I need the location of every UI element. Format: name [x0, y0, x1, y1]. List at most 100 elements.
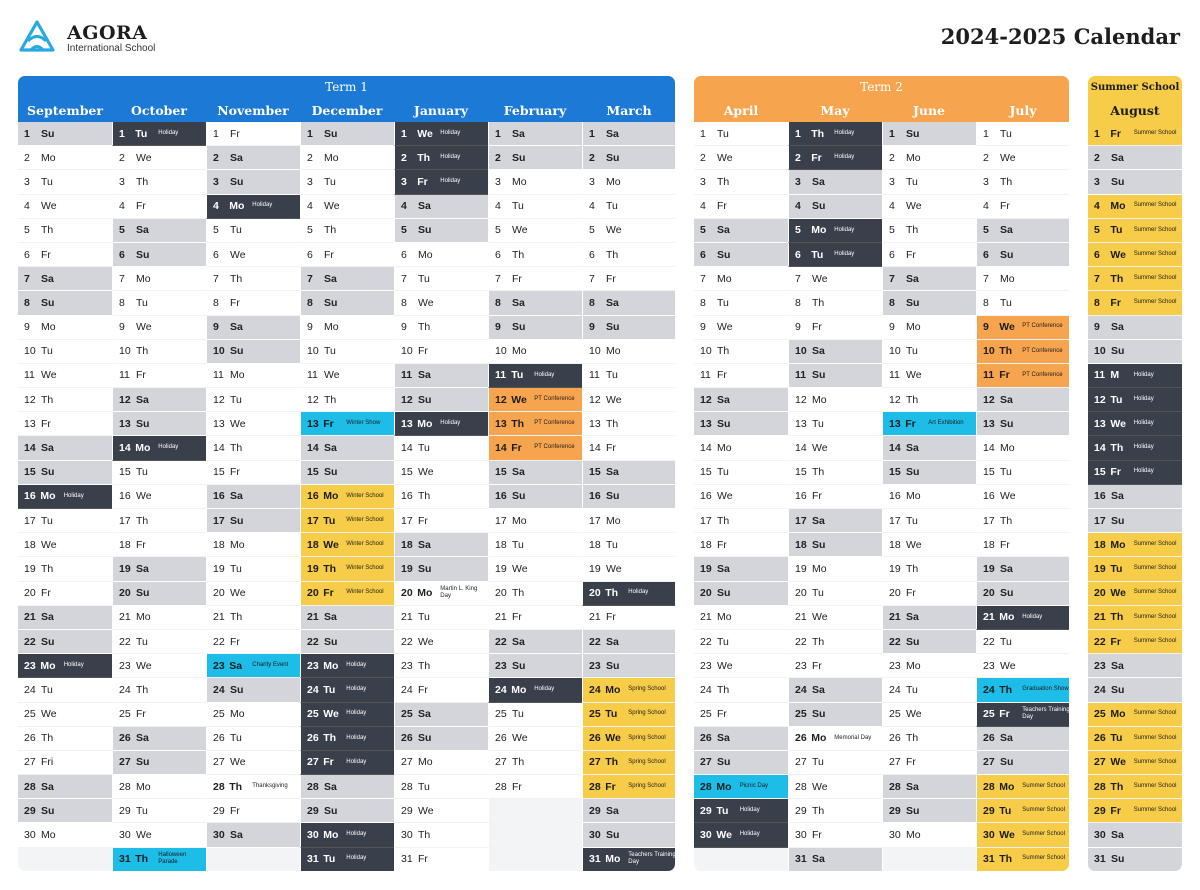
day-note: Summer School — [1133, 782, 1177, 789]
day-of-week: Mo — [324, 151, 339, 164]
day-number: 17 — [1094, 514, 1106, 527]
day-cell: 15 Tu — [112, 460, 206, 485]
day-cell: 11 M Holiday — [1088, 363, 1182, 389]
day-note: Summer School — [1133, 710, 1177, 717]
day-number: 17 — [307, 514, 319, 527]
day-number: 20 — [213, 587, 225, 600]
day-cell: 16 We — [694, 484, 788, 509]
day-number: 11 — [983, 369, 995, 382]
day-number: 29 — [889, 804, 901, 817]
day-number: 22 — [983, 635, 995, 648]
day-of-week: Mo — [135, 442, 151, 455]
day-of-week: Sa — [1000, 732, 1013, 745]
day-of-week: Mo — [1110, 200, 1126, 213]
day-number: 1 — [1094, 127, 1100, 140]
day-of-week: Mo — [605, 853, 621, 866]
day-cell: 24 Th Graduation Show — [976, 678, 1069, 703]
day-of-week: Mo — [230, 369, 245, 382]
day-note: PT Conference — [1022, 323, 1063, 330]
day-cell: 4 Tu — [488, 194, 582, 219]
day-number: 19 — [589, 562, 601, 575]
day-of-week: Tu — [136, 804, 148, 817]
day-cell: 4 Fr — [112, 194, 206, 219]
day-of-week: We — [717, 490, 733, 503]
day-of-week: Th — [605, 587, 619, 600]
day-number: 12 — [889, 393, 901, 406]
day-number: 1 — [119, 127, 125, 140]
day-of-week: Fr — [230, 804, 240, 817]
day-number: 5 — [589, 224, 595, 237]
day-cell: 13 Su — [976, 412, 1069, 437]
day-of-week: We — [1000, 659, 1016, 672]
day-cell: 18 Su — [788, 533, 882, 558]
day-number: 3 — [889, 175, 895, 188]
day-number: 22 — [119, 635, 131, 648]
day-number: 4 — [495, 200, 501, 213]
month-column-june: June 1 Su 2 Mo 3 Tu 4 We 5 Th 6 Fr 7 Sa 8 Su 9 Mo 10 Tu 11 We 1… — [882, 99, 976, 871]
day-cell: 8 Fr Summer School — [1088, 291, 1182, 316]
day-of-week: Mo — [41, 829, 56, 842]
day-note: Summer School — [1022, 855, 1065, 862]
day-cell: 27 Su — [976, 750, 1069, 776]
day-number: 4 — [119, 200, 125, 213]
day-cell: 23 Sa Charity Event — [206, 654, 300, 679]
day-cell: 17 Fr — [394, 509, 488, 534]
day-number: 29 — [24, 804, 36, 817]
day-of-week: Su — [230, 514, 244, 527]
day-number: 30 — [983, 829, 995, 842]
day-of-week: We — [1110, 756, 1126, 769]
day-of-week: Tu — [324, 345, 336, 358]
day-number: 6 — [1094, 248, 1100, 261]
day-of-week: Tu — [230, 393, 242, 406]
day-of-week: Sa — [906, 442, 919, 455]
day-note: Holiday — [534, 371, 555, 378]
day-of-week: Tu — [812, 587, 824, 600]
day-number: 22 — [307, 635, 319, 648]
day-cell: 21 Fr — [582, 605, 675, 630]
day-cell: 18 We — [18, 533, 112, 558]
day-cell: 25 Mo — [206, 702, 300, 727]
day-number: 1 — [589, 127, 595, 140]
day-number: 3 — [24, 175, 30, 188]
day-cell: 10 Su — [206, 339, 300, 364]
day-number: 2 — [1094, 151, 1100, 164]
day-note: Holiday — [1133, 468, 1154, 475]
day-of-week: Tu — [1000, 296, 1012, 309]
day-number: 7 — [889, 272, 895, 285]
day-cell: 18 We — [882, 533, 976, 558]
day-cell: 16 Su — [582, 484, 675, 509]
day-cell: 13 Th PT Conference — [488, 412, 582, 437]
day-number: 17 — [213, 514, 225, 527]
day-number: 19 — [889, 562, 901, 575]
day-of-week: Mo — [811, 732, 827, 745]
day-number: 14 — [307, 442, 319, 455]
day-number: 9 — [795, 321, 801, 334]
day-number: 16 — [1094, 490, 1106, 503]
day-of-week: Su — [717, 587, 731, 600]
day-number: 25 — [1094, 708, 1106, 721]
day-of-week: Th — [418, 490, 431, 503]
day-number: 16 — [795, 490, 807, 503]
day-of-week: We — [324, 200, 340, 213]
day-of-week: Tu — [999, 804, 1012, 817]
month-column-july: July 1 Tu 2 We 3 Th 4 Fr 5 Sa 6 Su 7 Mo 8 Tu 9 We PT Confer… — [976, 99, 1069, 871]
day-cell: 22 Sa — [488, 629, 582, 655]
day-number: 23 — [401, 659, 413, 672]
day-of-week: Fr — [1000, 538, 1010, 551]
day-number: 15 — [119, 466, 131, 479]
day-cell: 11 Mo — [206, 363, 300, 389]
day-cell: 19 Th Winter School — [300, 557, 394, 582]
day-note: Holiday — [1133, 420, 1154, 427]
day-cell: 21 Sa — [300, 605, 394, 630]
day-cell: 10 Sa — [788, 339, 882, 364]
day-of-week: Tu — [717, 296, 729, 309]
day-number: 11 — [589, 369, 600, 382]
day-cell: 2 Sa — [206, 146, 300, 171]
month-header: February — [488, 99, 582, 122]
day-of-week: Sa — [906, 780, 919, 793]
day-cell: 19 We — [488, 557, 582, 582]
day-cell: 3 Tu — [300, 170, 394, 195]
day-note: Holiday — [252, 202, 273, 209]
day-of-week: Su — [1111, 175, 1125, 188]
day-of-week: We — [136, 321, 152, 334]
